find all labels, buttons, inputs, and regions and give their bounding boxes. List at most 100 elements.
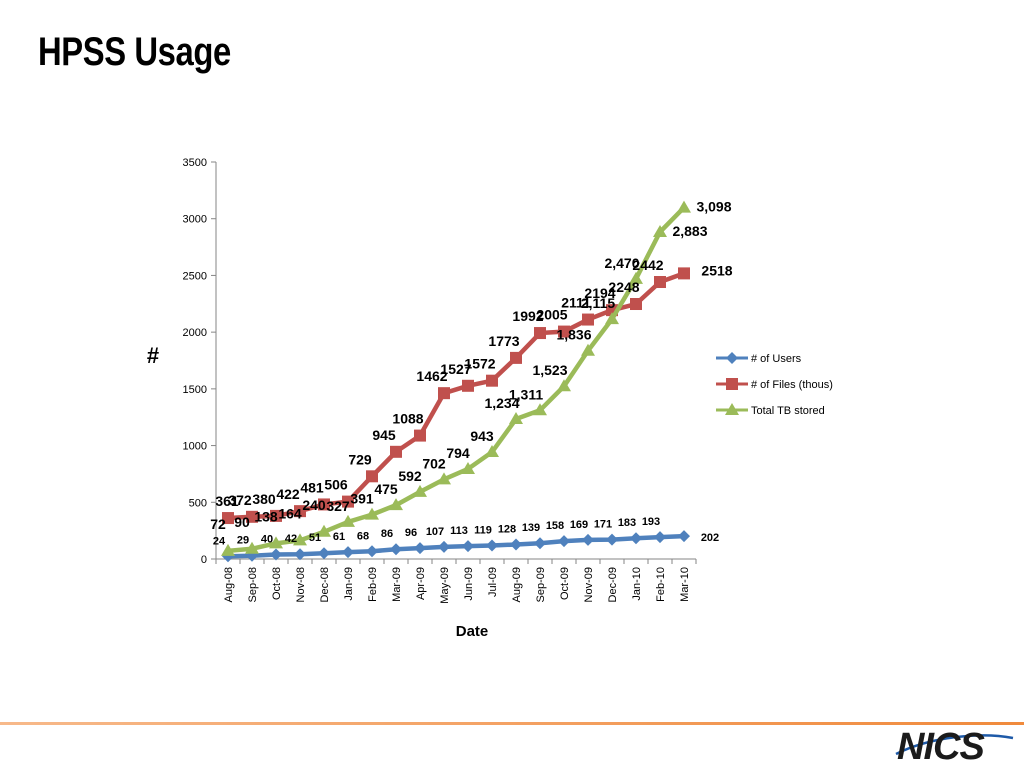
legend-label-files: # of Files (thous) [751, 379, 833, 391]
data-point-users [654, 531, 666, 544]
data-point-files [510, 351, 522, 364]
data-label-files: 481 [300, 479, 324, 495]
logo-swoosh-icon [895, 734, 1014, 756]
legend-label-tb: Total TB stored [751, 405, 825, 417]
data-point-users [582, 533, 594, 546]
data-label-tb: 475 [374, 481, 398, 497]
data-point-users [462, 540, 474, 553]
data-label-tb: 702 [422, 455, 446, 471]
data-label-files: 2194 [584, 285, 615, 301]
x-tick-label: Dec-08 [319, 567, 331, 602]
data-label-tb: 72 [210, 516, 226, 532]
data-label-users: 193 [642, 516, 660, 528]
data-label-users: 68 [357, 530, 369, 542]
data-point-users [558, 535, 570, 548]
chart: 0 500 1000 1500 2000 2500 3000 3500 Aug-08 Sep-08… [147, 157, 833, 640]
data-point-tb [677, 200, 691, 213]
data-point-tb [245, 541, 259, 554]
data-point-files [318, 498, 330, 511]
x-tick-label: Aug-09 [511, 567, 523, 602]
data-label-users: 183 [618, 517, 636, 529]
data-label-files: 1088 [392, 411, 423, 427]
data-point-tb [437, 472, 451, 485]
data-point-files [678, 267, 690, 280]
data-point-tb [341, 514, 355, 527]
data-point-users [318, 547, 330, 560]
x-tick-label: Nov-09 [583, 567, 595, 602]
x-tick-label: Aug-08 [223, 567, 235, 602]
data-label-files: 372 [228, 492, 252, 508]
data-point-files [294, 505, 306, 518]
x-tick-label: May-09 [439, 567, 451, 604]
data-label-files: 945 [372, 427, 396, 443]
data-label-tb: 1,836 [556, 327, 591, 343]
x-tick-label: Dec-09 [607, 567, 619, 602]
legend-marker-tb [725, 403, 739, 415]
data-label-users: 119 [474, 525, 492, 537]
data-label-files: 2005 [536, 307, 567, 323]
legend-label-users: # of Users [751, 353, 802, 365]
chart-legend: # of Users # of Files (thous) Total TB sto… [716, 352, 833, 417]
data-point-users [366, 545, 378, 558]
data-point-files [222, 512, 234, 525]
chart-series-layer [221, 200, 691, 563]
data-label-tb: 138 [254, 508, 278, 524]
data-point-files [366, 470, 378, 483]
y-tick-label: 1000 [183, 441, 207, 453]
data-label-tb: 391 [350, 491, 374, 507]
data-label-users: 29 [237, 535, 249, 547]
data-point-tb [317, 524, 331, 537]
data-label-users: 128 [498, 523, 516, 535]
data-label-files: 506 [324, 477, 348, 493]
x-tick-label: Oct-09 [559, 567, 571, 600]
nics-logo: NICS [897, 726, 985, 768]
data-point-users [534, 537, 546, 550]
data-point-files [654, 276, 666, 289]
x-tick-label: Jan-10 [631, 567, 643, 601]
data-label-files: 1992 [512, 308, 543, 324]
data-label-users: 113 [450, 525, 468, 537]
data-label-users: 158 [546, 520, 564, 532]
data-label-files: 1462 [416, 368, 447, 384]
x-tick-label: Feb-09 [367, 567, 379, 602]
data-point-users [270, 548, 282, 561]
data-point-files [462, 379, 474, 392]
chart-axes: 0 500 1000 1500 2000 2500 3000 3500 Aug-08 Sep-08… [183, 157, 697, 604]
data-point-files [438, 387, 450, 400]
x-tick-label: Mar-09 [391, 567, 403, 602]
data-label-tb: 240 [302, 497, 326, 513]
data-label-files: 422 [276, 486, 300, 502]
legend-marker-files [726, 378, 738, 390]
data-point-tb [533, 403, 547, 416]
data-point-files [414, 429, 426, 442]
data-point-tb [389, 498, 403, 511]
x-tick-label: Feb-10 [655, 567, 667, 602]
data-point-files [582, 313, 594, 326]
data-label-users: 169 [570, 519, 588, 531]
y-tick-label: 500 [189, 497, 207, 509]
slide-title: HPSS Usage [38, 30, 231, 74]
data-label-tb: 2,883 [672, 223, 707, 239]
data-point-tb [605, 312, 619, 325]
data-label-users: 107 [426, 526, 444, 538]
data-point-tb [413, 484, 427, 497]
data-point-users [438, 540, 450, 553]
data-label-files: 361 [215, 493, 239, 509]
data-label-users: 24 [213, 535, 226, 547]
data-label-tb: 1,311 [509, 386, 543, 402]
data-label-tb: 592 [398, 468, 422, 484]
x-tick-label: Jun-09 [463, 567, 475, 601]
footer-divider [0, 722, 1024, 725]
data-label-users: 61 [333, 531, 345, 543]
data-label-files: 380 [252, 491, 276, 507]
data-point-files [558, 325, 570, 338]
data-point-files [270, 509, 282, 522]
x-tick-label: Jul-09 [487, 567, 499, 597]
data-label-users: 202 [701, 532, 719, 544]
data-point-tb [221, 543, 235, 556]
data-point-users [606, 533, 618, 546]
data-label-users: 171 [594, 519, 612, 531]
data-label-users: 96 [405, 527, 417, 539]
data-point-files [486, 374, 498, 387]
data-label-tb: 943 [470, 428, 494, 444]
